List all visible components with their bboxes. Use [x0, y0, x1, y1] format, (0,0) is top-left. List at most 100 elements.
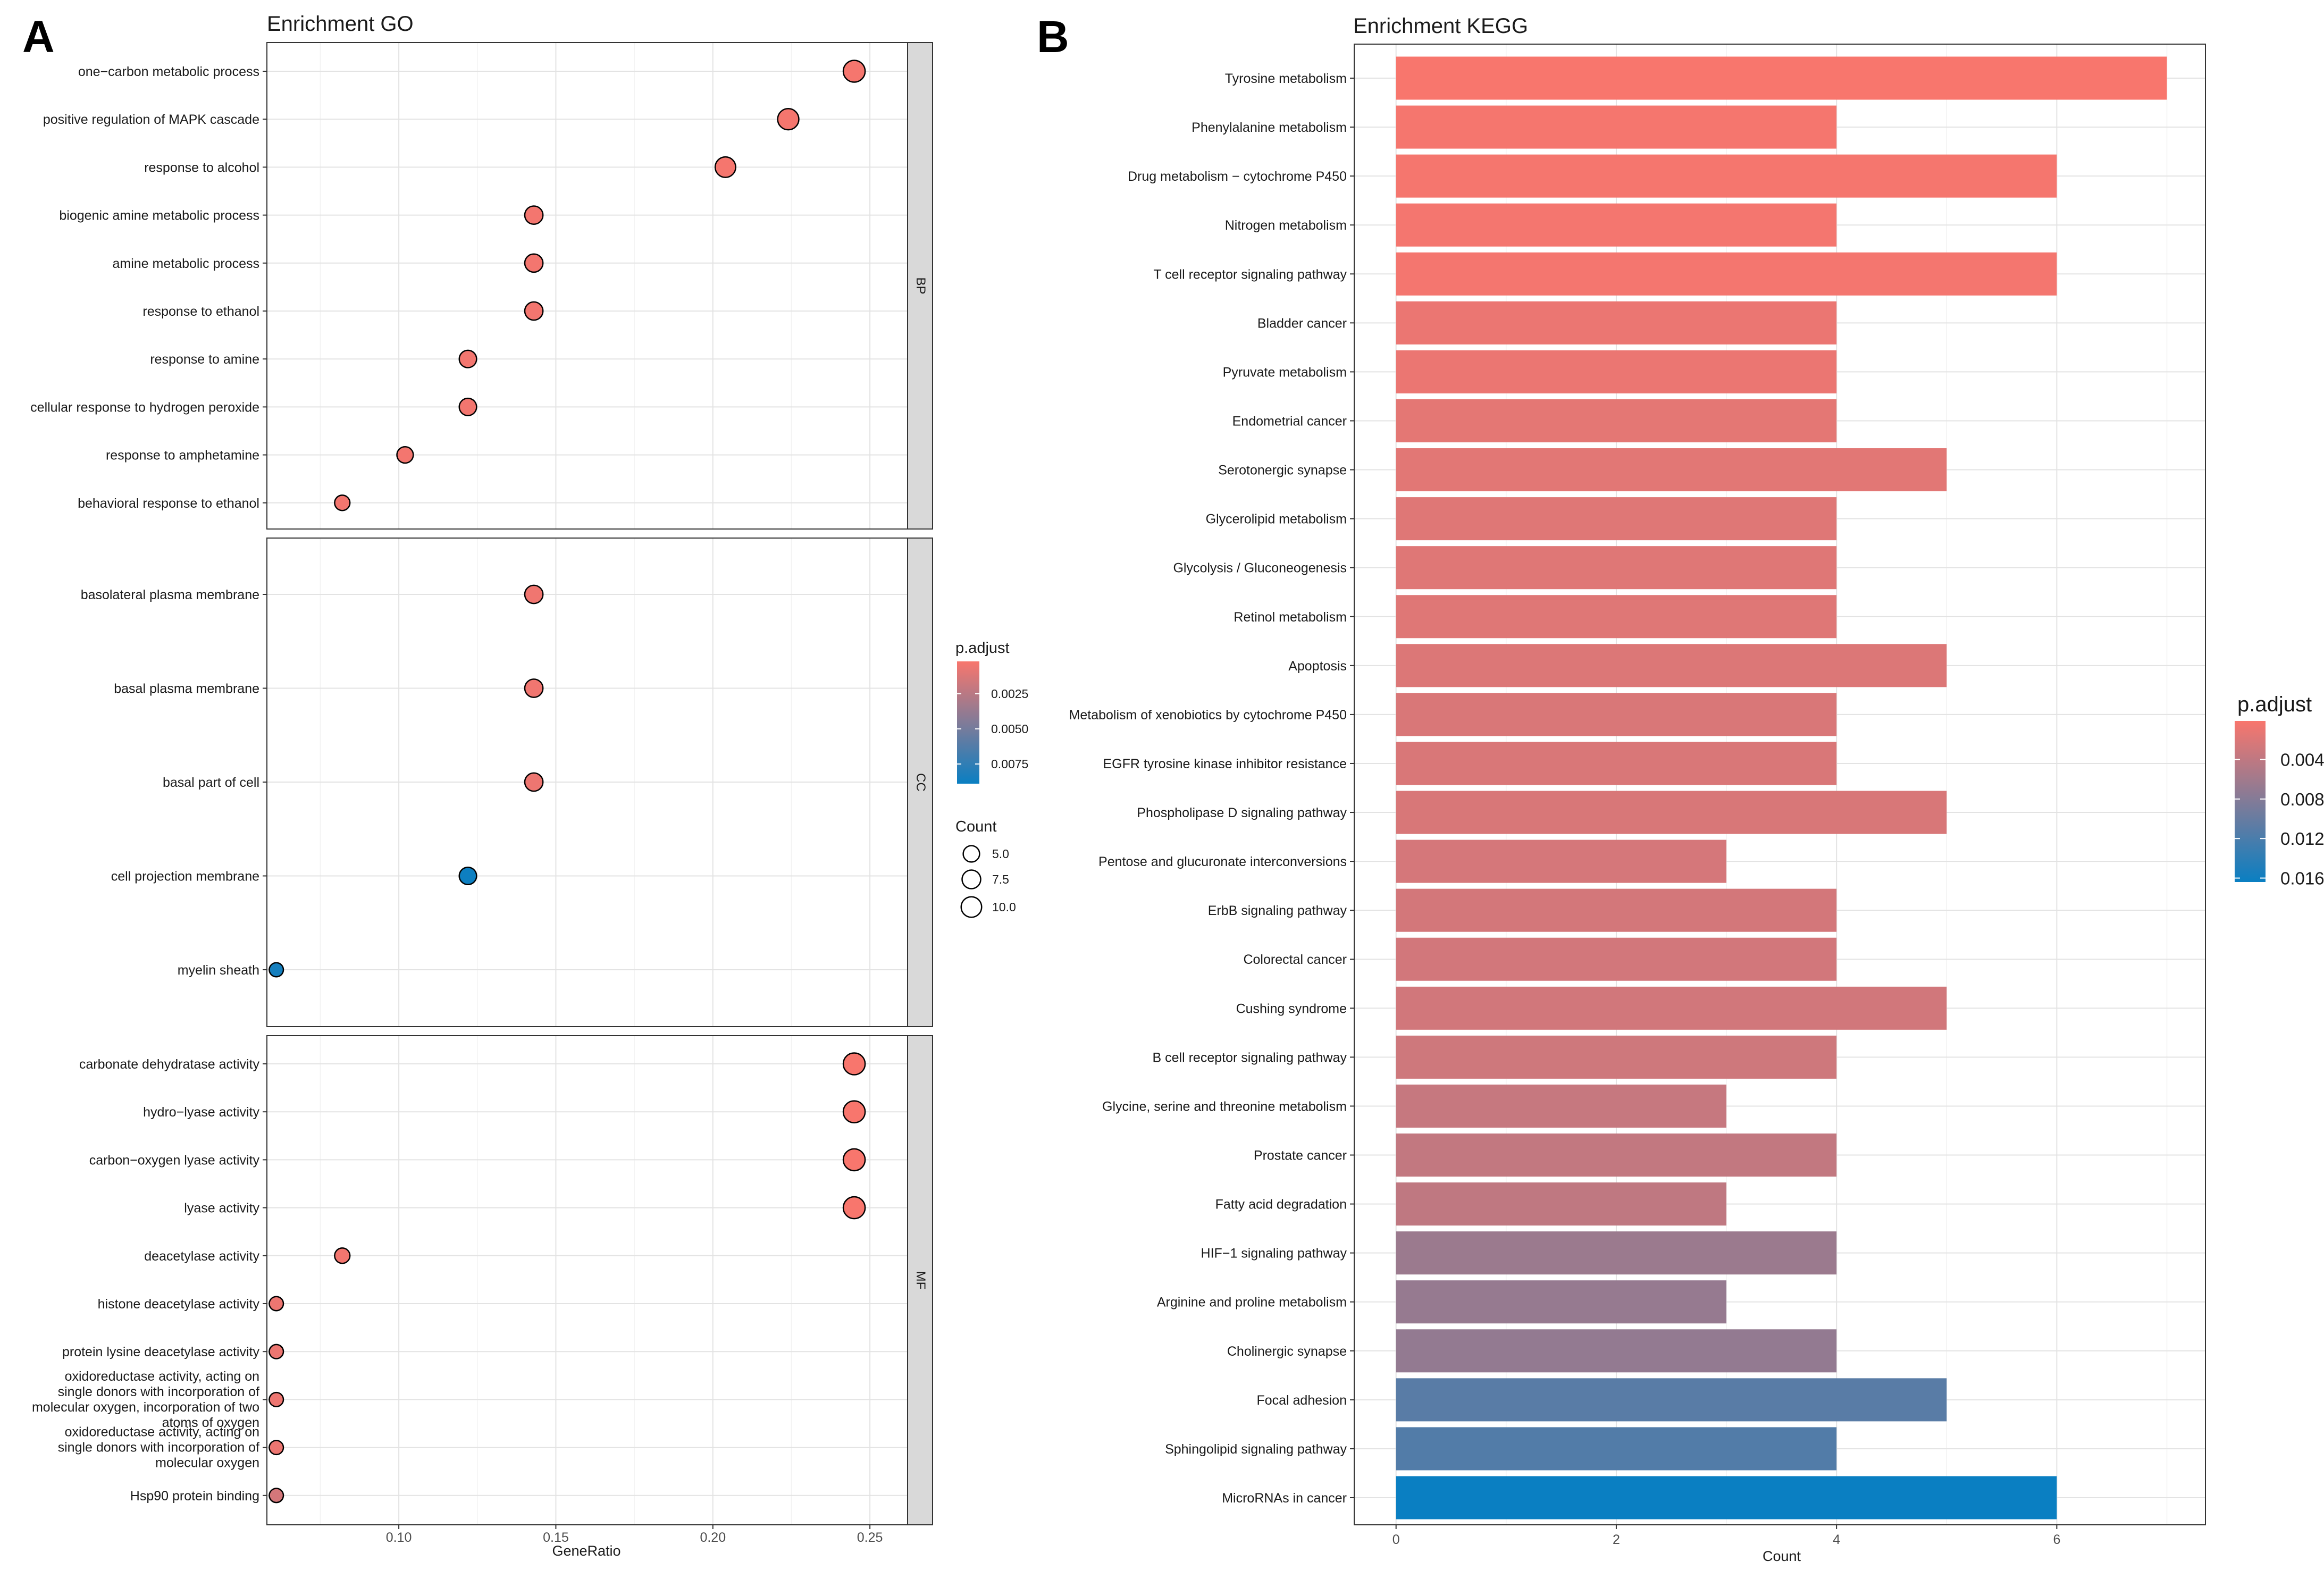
kegg-colorbar-tick-label: 0.004 [2280, 750, 2324, 769]
go-term-label: lyase activity [184, 1201, 259, 1216]
kegg-category-label: Pyruvate metabolism [1223, 365, 1347, 380]
go-term-label: atoms of oxygen [162, 1415, 259, 1430]
kegg-category-label: EGFR tyrosine kinase inhibitor resistanc… [1103, 757, 1347, 771]
go-enrichment-chart: A Enrichment GO BP one−carbon metabolic p… [22, 12, 1028, 1559]
go-point [842, 1148, 866, 1172]
go-term-label: oxidoreductase activity, acting on [65, 1425, 259, 1440]
go-point [458, 349, 477, 368]
kegg-bar [1396, 644, 1947, 687]
go-facet-label-cc: CC [913, 773, 928, 792]
kegg-bar [1396, 350, 1837, 393]
go-point [396, 446, 414, 464]
kegg-plot-panel: Tyrosine metabolism Phenylalanine metabol… [1069, 44, 2206, 1525]
kegg-category-label: Cushing syndrome [1236, 1001, 1347, 1016]
kegg-category-label: Tyrosine metabolism [1225, 71, 1347, 86]
kegg-bar [1396, 1182, 1727, 1226]
go-term-label: response to ethanol [142, 304, 259, 319]
kegg-colorbar-tick-label: 0.012 [2280, 829, 2324, 849]
go-term-label: molecular oxygen [155, 1456, 259, 1471]
kegg-color-legend-title: p.adjust [2237, 693, 2312, 716]
panel-b-label: B [1037, 12, 1069, 62]
go-point [714, 156, 736, 178]
kegg-bar [1396, 399, 1837, 442]
go-size-legend-label: 10.0 [992, 900, 1016, 914]
kegg-bar [1396, 252, 2057, 296]
kegg-bar [1396, 448, 1947, 492]
go-term-label: cellular response to hydrogen peroxide [30, 400, 259, 415]
go-point [524, 772, 544, 792]
go-facet-panels: BP one−carbon metabolic process positive r… [30, 42, 933, 1525]
kegg-x-axis-title: Count [1763, 1548, 1801, 1564]
kegg-x-tick-label: 4 [1833, 1532, 1840, 1547]
kegg-enrichment-chart: B Enrichment KEGG Tyrosine metabolism Phe… [1037, 12, 2324, 1564]
go-color-legend-title: p.adjust [955, 640, 1010, 657]
go-point [458, 866, 477, 886]
kegg-category-label: T cell receptor signaling pathway [1153, 267, 1347, 282]
go-term-label: single donors with incorporation of [58, 1384, 259, 1399]
go-facet-label-bp: BP [913, 277, 928, 294]
go-point [269, 1344, 284, 1359]
go-point [269, 1391, 284, 1407]
go-term-label: histone deacetylase activity [98, 1297, 260, 1312]
go-point [524, 253, 544, 273]
kegg-colorbar-bar [2235, 721, 2266, 882]
kegg-category-label: Prostate cancer [1254, 1148, 1347, 1163]
go-facet-label-mf: MF [913, 1271, 928, 1290]
kegg-category-label: Endometrial cancer [1232, 414, 1347, 429]
kegg-category-label: Retinol metabolism [1234, 610, 1347, 625]
kegg-bar [1396, 1378, 1947, 1422]
go-point [269, 1296, 284, 1312]
kegg-category-label: Fatty acid degradation [1215, 1197, 1347, 1212]
go-x-axis-title: GeneRatio [552, 1543, 620, 1559]
kegg-bar [1396, 888, 1837, 932]
go-point [524, 678, 544, 698]
go-term-label: basolateral plasma membrane [81, 587, 259, 602]
kegg-category-label: Apoptosis [1288, 659, 1347, 674]
kegg-bar [1396, 203, 1837, 247]
go-term-label: deacetylase activity [144, 1249, 259, 1264]
kegg-bar [1396, 937, 1837, 981]
go-x-tick-label: 0.15 [543, 1530, 569, 1545]
kegg-category-label: Phospholipase D signaling pathway [1137, 805, 1347, 820]
go-term-label: response to amphetamine [106, 448, 259, 463]
kegg-category-label: Glycolysis / Gluconeogenesis [1173, 561, 1347, 576]
kegg-category-label: MicroRNAs in cancer [1222, 1491, 1347, 1506]
go-point [842, 1196, 866, 1220]
go-x-tick-label: 0.20 [700, 1530, 726, 1545]
kegg-x-axis: 0 2 4 6 [1392, 1525, 2060, 1547]
kegg-chart-title: Enrichment KEGG [1353, 14, 1528, 38]
go-panel-background [267, 1036, 908, 1525]
go-point [777, 108, 800, 131]
kegg-bar [1396, 1134, 1837, 1177]
go-panel-cc: CC basolateral plasma membrane basal plasm… [81, 538, 933, 1027]
kegg-category-label: Drug metabolism − cytochrome P450 [1128, 169, 1347, 184]
kegg-bar [1396, 693, 1837, 736]
kegg-category-label: Glycine, serine and threonine metabolism [1102, 1099, 1347, 1114]
kegg-bar [1396, 1476, 2057, 1519]
kegg-colorbar-tick-label: 0.016 [2280, 869, 2324, 888]
go-point [842, 1052, 866, 1076]
go-x-tick-label: 0.10 [386, 1530, 412, 1545]
go-term-label: oxidoreductase activity, acting on [65, 1369, 259, 1384]
kegg-category-label: Focal adhesion [1256, 1393, 1347, 1408]
go-point [842, 1100, 866, 1123]
kegg-category-label: HIF−1 signaling pathway [1201, 1246, 1347, 1261]
go-term-label: one−carbon metabolic process [78, 64, 259, 79]
go-size-legend-title: Count [955, 818, 996, 835]
go-term-label: basal part of cell [163, 775, 259, 790]
go-term-label: molecular oxygen, incorporation of two [32, 1400, 259, 1415]
go-term-label: Hsp90 protein binding [130, 1489, 259, 1504]
kegg-x-tick-label: 0 [1392, 1532, 1400, 1547]
go-point [334, 494, 351, 511]
go-point [334, 1247, 351, 1264]
go-point [524, 301, 544, 321]
kegg-category-label: Sphingolipid signaling pathway [1165, 1442, 1347, 1457]
kegg-legend: p.adjust 0.004 0.008 0.012 0.016 [2235, 693, 2324, 888]
kegg-bar [1396, 595, 1837, 639]
go-term-label: hydro−lyase activity [143, 1105, 259, 1120]
go-x-axis: 0.10 0.15 0.20 0.25 [386, 1525, 883, 1545]
go-term-label: behavioral response to ethanol [78, 496, 259, 511]
kegg-bar [1396, 105, 1837, 149]
kegg-bar [1396, 839, 1727, 883]
